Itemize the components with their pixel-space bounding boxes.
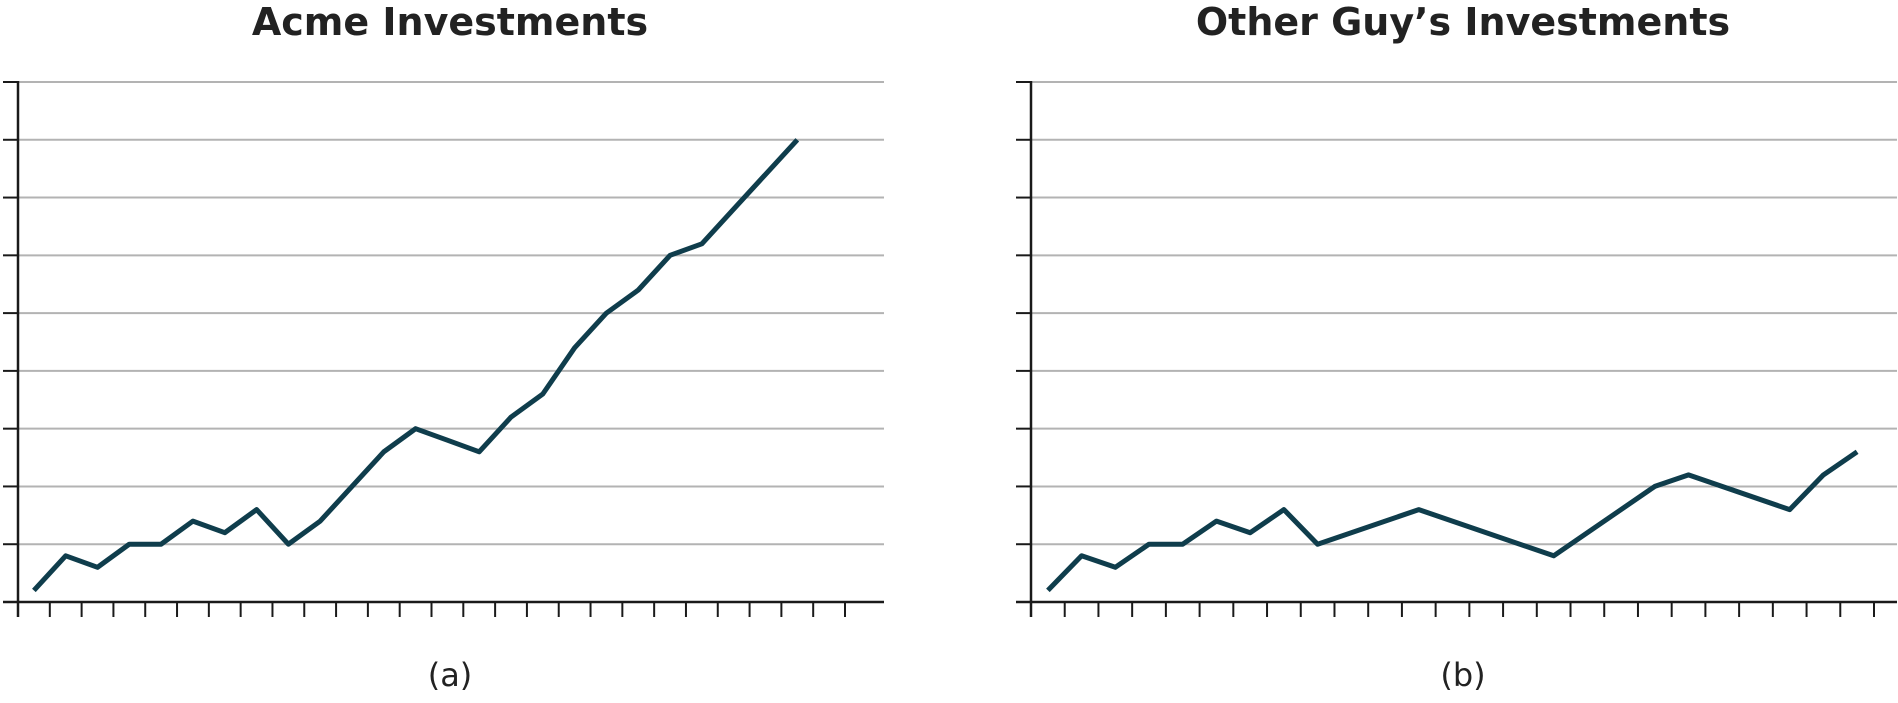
series-line xyxy=(32,138,800,593)
data-point xyxy=(477,449,482,454)
data-point xyxy=(1652,484,1657,489)
data-point xyxy=(1551,553,1556,558)
panel-acme: Acme Investments (a) xyxy=(3,0,884,694)
data-point xyxy=(731,207,736,212)
data-point xyxy=(63,553,68,558)
panel-caption: (b) xyxy=(1440,656,1485,694)
data-point xyxy=(31,588,36,593)
chart-title: Acme Investments xyxy=(252,0,648,44)
data-point xyxy=(699,241,704,246)
data-point xyxy=(286,542,291,547)
series-line xyxy=(1046,449,1859,593)
axes xyxy=(3,81,884,617)
series-marks xyxy=(1045,449,1860,593)
data-point xyxy=(1821,472,1826,477)
data-point xyxy=(95,565,100,570)
data-point xyxy=(604,311,609,316)
data-point xyxy=(1281,507,1286,512)
data-point xyxy=(254,507,259,512)
data-point xyxy=(1214,519,1219,524)
data-point xyxy=(413,426,418,431)
chart-title: Other Guy’s Investments xyxy=(1196,0,1730,44)
data-point xyxy=(509,415,514,420)
data-point xyxy=(350,484,355,489)
data-point xyxy=(1315,542,1320,547)
data-point xyxy=(1079,553,1084,558)
data-point xyxy=(1686,472,1691,477)
data-point xyxy=(190,519,195,524)
data-point xyxy=(381,449,386,454)
data-point xyxy=(1045,588,1050,593)
data-point xyxy=(795,137,800,142)
data-point xyxy=(1416,507,1421,512)
data-point xyxy=(668,253,673,258)
data-point xyxy=(445,438,450,443)
data-point xyxy=(636,288,641,293)
data-point xyxy=(159,542,164,547)
data-point xyxy=(1248,530,1253,535)
axes xyxy=(1016,81,1897,617)
data-point xyxy=(222,530,227,535)
data-point xyxy=(1855,449,1860,454)
grid xyxy=(18,81,884,546)
data-point xyxy=(540,392,545,397)
data-point xyxy=(1147,542,1152,547)
data-point xyxy=(127,542,132,547)
data-point xyxy=(1787,507,1792,512)
panel-other-guy: Other Guy’s Investments (b) xyxy=(1016,0,1897,694)
data-point xyxy=(1113,565,1118,570)
data-point xyxy=(572,345,577,350)
data-point xyxy=(1180,542,1185,547)
data-point xyxy=(318,519,323,524)
grid xyxy=(1031,81,1897,546)
series-marks xyxy=(31,137,800,593)
panel-caption: (a) xyxy=(428,656,473,694)
data-point xyxy=(763,172,768,177)
